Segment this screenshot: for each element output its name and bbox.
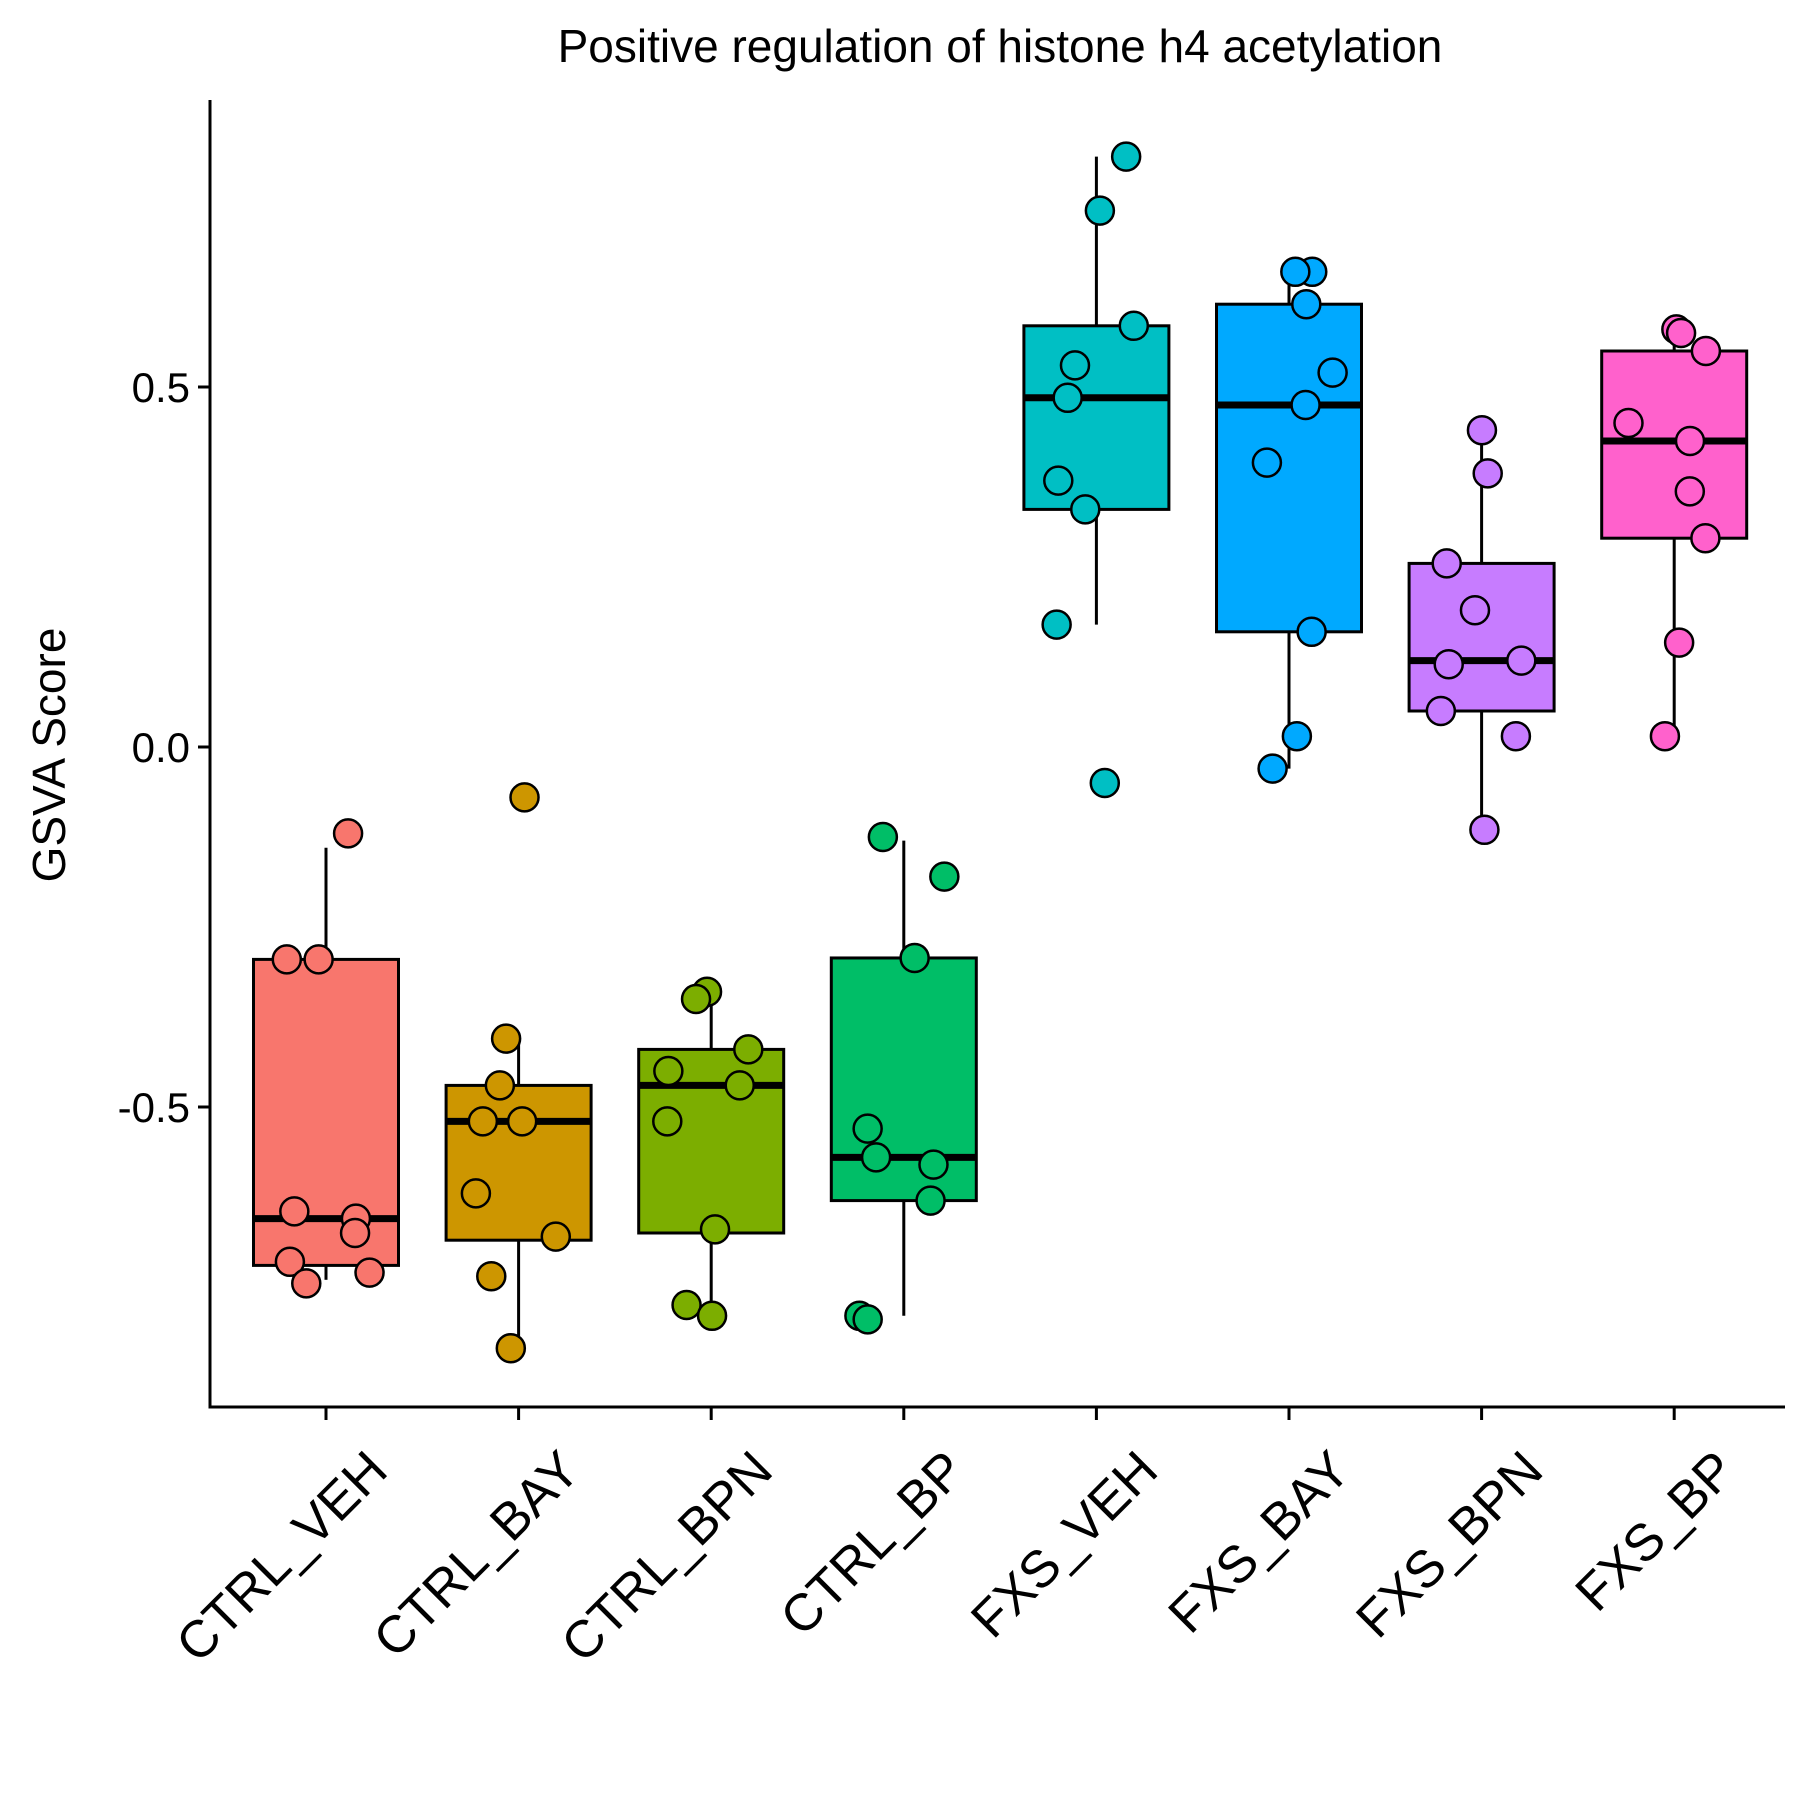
- data-point: [652, 1106, 683, 1137]
- x-tick-label: FXS_BP: [1565, 1440, 1747, 1622]
- data-point: [1425, 695, 1457, 727]
- data-point: [867, 821, 899, 853]
- data-point: [476, 1260, 507, 1292]
- data-point: [1472, 458, 1503, 489]
- data-point: [1043, 465, 1074, 496]
- data-point: [1317, 357, 1348, 388]
- box-group-fxs-veh: [1022, 141, 1171, 799]
- data-point: [274, 1246, 306, 1278]
- x-tick-label: FXS_BPN: [1346, 1440, 1555, 1649]
- data-point: [1291, 288, 1322, 320]
- data-point: [899, 942, 930, 974]
- data-point: [1070, 494, 1101, 525]
- box-group-ctrl-veh: [252, 818, 400, 1299]
- data-point: [1251, 447, 1283, 478]
- box-group-ctrl-bpn: [637, 976, 786, 1332]
- y-tick-label: 0.0: [132, 724, 190, 771]
- data-point: [339, 1217, 371, 1249]
- x-tick-label: CTRL_BP: [770, 1440, 977, 1647]
- data-point: [1281, 720, 1313, 752]
- data-point: [484, 1070, 516, 1101]
- data-point: [1674, 425, 1706, 457]
- data-point: [671, 1289, 702, 1321]
- data-point: [1110, 141, 1142, 172]
- data-point: [1431, 548, 1462, 579]
- data-point: [733, 1034, 764, 1065]
- data-point: [467, 1106, 499, 1137]
- x-tick-label: CTRL_VEH: [165, 1440, 398, 1673]
- box: [829, 956, 978, 1203]
- data-point: [1459, 594, 1491, 626]
- data-point: [929, 861, 960, 892]
- y-tick-label: 0.5: [132, 364, 190, 411]
- data-point: [680, 983, 712, 1015]
- data-point: [1433, 648, 1464, 680]
- data-point: [852, 1113, 883, 1144]
- data-point: [506, 1106, 538, 1137]
- data-point: [1500, 720, 1532, 752]
- data-point: [1466, 414, 1498, 446]
- data-point: [540, 1221, 572, 1252]
- data-point: [1257, 753, 1288, 784]
- y-tick-label: -0.5: [118, 1084, 190, 1131]
- data-point: [724, 1070, 755, 1101]
- x-tick-label: CTRL_BPN: [551, 1440, 784, 1673]
- data-point: [291, 1268, 322, 1299]
- box-group-fxs-bay: [1215, 256, 1363, 784]
- data-point: [1690, 522, 1721, 554]
- data-point: [1280, 256, 1311, 288]
- box-group-fxs-bp: [1600, 314, 1749, 752]
- data-point: [696, 1300, 728, 1332]
- data-point: [460, 1178, 492, 1209]
- data-point: [303, 944, 334, 975]
- data-point: [860, 1142, 892, 1173]
- data-point: [653, 1055, 684, 1087]
- data-point: [1296, 616, 1327, 648]
- box: [252, 957, 400, 1267]
- data-point: [1118, 310, 1150, 342]
- data-point: [271, 944, 303, 975]
- data-point: [354, 1257, 385, 1288]
- y-axis-label: GSVA Score: [23, 628, 75, 883]
- box: [1215, 302, 1363, 634]
- chart-title: Positive regulation of histone h4 acetyl…: [558, 20, 1443, 72]
- data-point: [1649, 720, 1681, 752]
- data-point: [1663, 627, 1695, 658]
- data-point: [1084, 195, 1116, 226]
- box-group-fxs-bpn: [1407, 414, 1556, 846]
- data-point: [1690, 335, 1722, 367]
- data-point: [1059, 350, 1091, 381]
- box: [1407, 561, 1556, 713]
- data-point: [1052, 382, 1083, 414]
- data-point: [1665, 317, 1697, 349]
- box-group-ctrl-bp: [829, 821, 978, 1335]
- data-point: [915, 1185, 946, 1216]
- box-group-ctrl-bay: [444, 782, 593, 1364]
- data-point: [852, 1304, 883, 1335]
- x-tick-label: FXS_BAY: [1158, 1440, 1362, 1644]
- data-point: [918, 1149, 949, 1180]
- data-point: [1613, 407, 1644, 439]
- data-point: [1041, 609, 1072, 640]
- data-point: [1506, 645, 1537, 676]
- data-point: [1089, 767, 1121, 799]
- data-point: [495, 1332, 527, 1364]
- box: [1600, 349, 1749, 540]
- data-point: [332, 818, 364, 849]
- x-tick-label: FXS_VEH: [960, 1440, 1169, 1649]
- box: [444, 1083, 593, 1242]
- data-point: [1674, 476, 1706, 507]
- data-point: [509, 782, 540, 813]
- data-point: [279, 1196, 310, 1227]
- data-point: [490, 1023, 522, 1054]
- data-point: [699, 1214, 731, 1245]
- data-point: [1290, 389, 1321, 421]
- plot-area: -0.50.00.5CTRL_VEHCTRL_BAYCTRL_BPNCTRL_B…: [118, 100, 1785, 1674]
- data-point: [1469, 814, 1500, 846]
